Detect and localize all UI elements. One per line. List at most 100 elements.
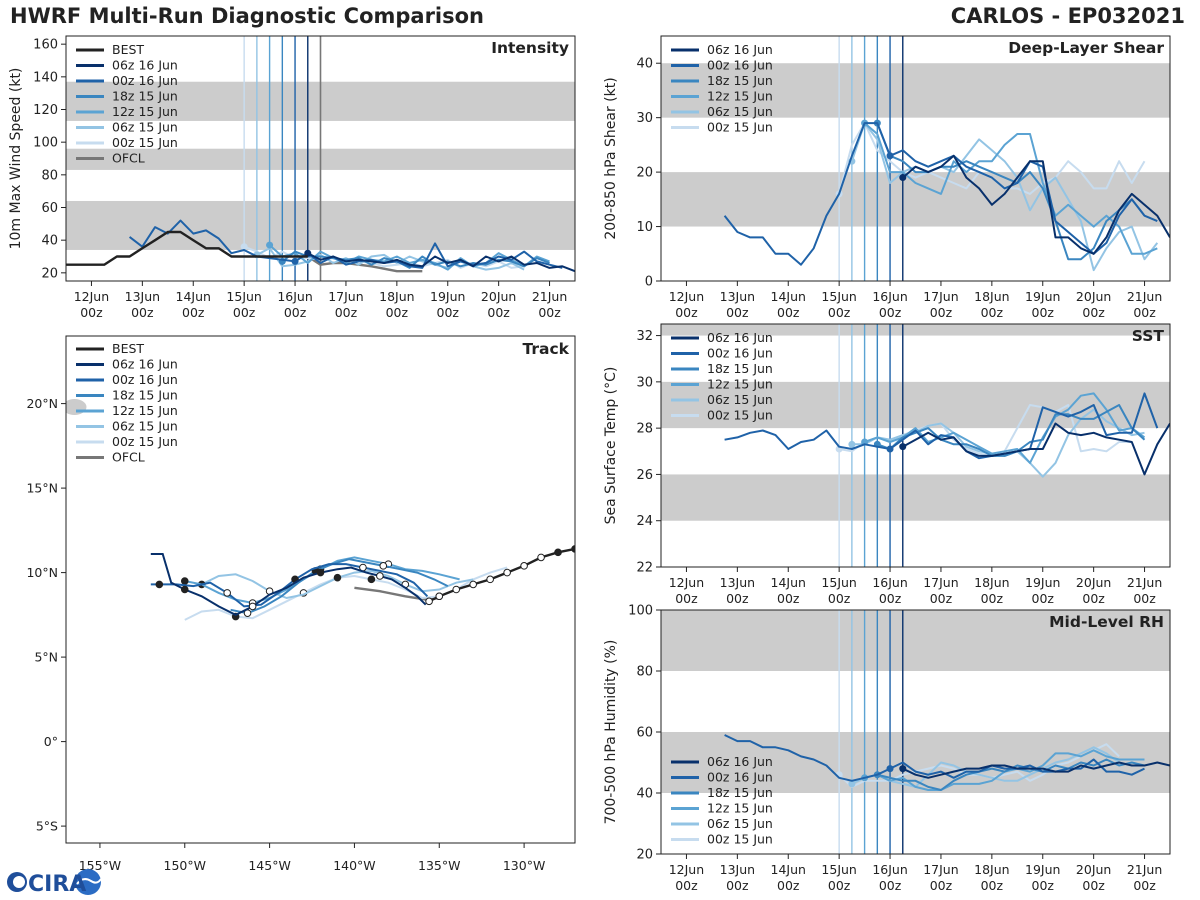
sst-xtick-label-14: 14Jun bbox=[771, 575, 806, 590]
shear-xtick-label-12: 12Jun bbox=[669, 289, 704, 304]
sst-title: SST bbox=[1132, 327, 1165, 345]
rh-xtick-sublabel-12: 00z bbox=[675, 878, 698, 893]
rh-xtick-label-17: 17Jun bbox=[923, 862, 958, 877]
shear-series-12z-15-jun bbox=[863, 122, 1158, 255]
sst-xtick-label-20: 20Jun bbox=[1076, 575, 1111, 590]
intensity-init-point-12z-15-jun bbox=[266, 241, 274, 249]
shear-xtick-label-20: 20Jun bbox=[1076, 289, 1111, 304]
intensity-ytick-label-40: 40 bbox=[41, 234, 58, 249]
intensity-series-best bbox=[66, 230, 308, 266]
sst-ytick-label-28: 28 bbox=[636, 422, 653, 437]
shear-ytick-label-0: 0 bbox=[645, 275, 653, 290]
track-legend-label-06z-15-jun: 06z 15 Jun bbox=[112, 419, 178, 434]
intensity-series-00z-16-jun bbox=[128, 219, 563, 269]
track-point-06z-16-jun-8 bbox=[316, 568, 325, 577]
intensity-series-06z-16-jun bbox=[307, 252, 575, 273]
intensity-legend-label-best: BEST bbox=[112, 42, 144, 57]
sst-xtick-label-18: 18Jun bbox=[974, 575, 1009, 590]
shear-xtick-sublabel-19: 00z bbox=[1032, 305, 1055, 320]
sst-series-18z-15-jun bbox=[876, 404, 1146, 457]
rh-ytick-label-20: 20 bbox=[636, 848, 653, 863]
sst-xtick-sublabel-21: 00z bbox=[1133, 591, 1156, 606]
intensity-legend-label-18z-15-jun: 18z 15 Jun bbox=[112, 89, 178, 104]
track-ytick-label-4: 15°N bbox=[26, 481, 58, 496]
track-series-18z-15-jun bbox=[230, 558, 449, 615]
rh-xtick-label-14: 14Jun bbox=[771, 862, 806, 877]
intensity-legend-label-12z-15-jun: 12z 15 Jun bbox=[112, 104, 178, 119]
intensity-xtick-label-21: 21Jun bbox=[532, 289, 567, 304]
sst-xtick-sublabel-12: 00z bbox=[675, 591, 698, 606]
shear-xtick-label-13: 13Jun bbox=[720, 289, 755, 304]
shear-xtick-label-19: 19Jun bbox=[1025, 289, 1060, 304]
shear-ytick-label-40: 40 bbox=[636, 57, 653, 72]
rh-xtick-label-12: 12Jun bbox=[669, 862, 704, 877]
sst-init-point-06z-16-jun bbox=[899, 443, 907, 451]
sst-band-0 bbox=[661, 474, 1170, 521]
intensity-ylabel: 10m Max Wind Speed (kt) bbox=[8, 68, 24, 250]
track-point-best-4 bbox=[486, 575, 494, 584]
intensity-legend-label-06z-16-jun: 06z 16 Jun bbox=[112, 58, 178, 73]
rh-xtick-sublabel-16: 00z bbox=[879, 878, 902, 893]
logo-ring-icon bbox=[13, 876, 25, 888]
shear-legend-label-06z-15-jun: 06z 15 Jun bbox=[707, 104, 773, 119]
intensity-legend-label-00z-16-jun: 00z 16 Jun bbox=[112, 73, 178, 88]
figure-title: HWRF Multi-Run Diagnostic Comparison bbox=[10, 4, 485, 28]
track-legend-label-best: BEST bbox=[112, 341, 144, 356]
intensity-xtick-label-15: 15Jun bbox=[226, 289, 261, 304]
rh-xtick-label-18: 18Jun bbox=[974, 862, 1009, 877]
rh-band-1 bbox=[661, 610, 1170, 671]
rh-xtick-sublabel-13: 00z bbox=[726, 878, 749, 893]
shear-title: Deep-Layer Shear bbox=[1008, 39, 1164, 57]
intensity-ytick-label-140: 140 bbox=[33, 70, 58, 85]
track-frame bbox=[65, 335, 576, 844]
track-xtick-label-5: 130°W bbox=[503, 858, 545, 873]
rh-title: Mid-Level RH bbox=[1049, 613, 1164, 631]
intensity-ytick-label-80: 80 bbox=[41, 168, 58, 183]
sst-xtick-sublabel-18: 00z bbox=[981, 591, 1004, 606]
shear-xtick-sublabel-16: 00z bbox=[879, 305, 902, 320]
sst-ytick-label-30: 30 bbox=[636, 375, 653, 390]
rh-series-06z-15-jun bbox=[851, 746, 1120, 788]
intensity-series-12z-15-jun bbox=[268, 244, 550, 271]
sst-panel: 22242628303212Jun00z13Jun00z14Jun00z15Ju… bbox=[603, 323, 1171, 606]
intensity-xtick-sublabel-21: 00z bbox=[538, 305, 561, 320]
intensity-xtick-sublabel-12: 00z bbox=[80, 305, 103, 320]
sst-xtick-sublabel-15: 00z bbox=[828, 591, 851, 606]
intensity-xtick-sublabel-19: 00z bbox=[437, 305, 460, 320]
sst-series-00z-16-jun bbox=[724, 392, 1159, 460]
shear-xtick-sublabel-20: 00z bbox=[1082, 305, 1105, 320]
sst-xtick-label-21: 21Jun bbox=[1127, 575, 1162, 590]
sst-series-06z-16-jun bbox=[902, 422, 1170, 476]
track-legend-label-00z-15-jun: 00z 15 Jun bbox=[112, 434, 178, 449]
track-legend-label-12z-15-jun: 12z 15 Jun bbox=[112, 403, 178, 418]
intensity-ytick-label-160: 160 bbox=[33, 38, 58, 53]
intensity-xtick-label-18: 18Jun bbox=[379, 289, 414, 304]
rh-ytick-label-60: 60 bbox=[636, 726, 653, 741]
track-point-12z-15-jun-16 bbox=[180, 577, 189, 585]
shear-series-06z-16-jun bbox=[902, 154, 1170, 255]
track-point-best-9 bbox=[571, 545, 575, 553]
logo-text: CIRA bbox=[28, 872, 86, 897]
shear-series-00z-16-jun bbox=[723, 122, 1158, 266]
shear-ylabel: 200-850 hPa Shear (kt) bbox=[603, 77, 619, 239]
shear-band-0 bbox=[661, 172, 1170, 227]
sst-xtick-sublabel-16: 00z bbox=[879, 591, 902, 606]
intensity-xtick-sublabel-18: 00z bbox=[386, 305, 409, 320]
shear-ytick-label-20: 20 bbox=[636, 166, 653, 181]
rh-ytick-label-80: 80 bbox=[636, 665, 653, 680]
shear-xtick-label-14: 14Jun bbox=[771, 289, 806, 304]
sst-legend-label-06z-16-jun: 06z 16 Jun bbox=[707, 330, 773, 345]
intensity-xtick-label-12: 12Jun bbox=[74, 289, 109, 304]
track-point-00z-16-jun-12 bbox=[223, 589, 231, 597]
intensity-legend-label-06z-15-jun: 06z 15 Jun bbox=[112, 120, 178, 135]
track-legend-label-18z-15-jun: 18z 15 Jun bbox=[112, 388, 178, 403]
shear-xtick-label-16: 16Jun bbox=[872, 289, 907, 304]
rh-xtick-label-21: 21Jun bbox=[1127, 862, 1162, 877]
shear-xtick-sublabel-21: 00z bbox=[1133, 305, 1156, 320]
shear-legend-label-12z-15-jun: 12z 15 Jun bbox=[707, 89, 773, 104]
rh-init-point-00z-16-jun bbox=[886, 765, 894, 773]
track-ytick-label-3: 10°N bbox=[26, 565, 58, 580]
intensity-xtick-label-20: 20Jun bbox=[481, 289, 516, 304]
shear-xtick-sublabel-12: 00z bbox=[675, 305, 698, 320]
intensity-xtick-sublabel-15: 00z bbox=[233, 305, 256, 320]
